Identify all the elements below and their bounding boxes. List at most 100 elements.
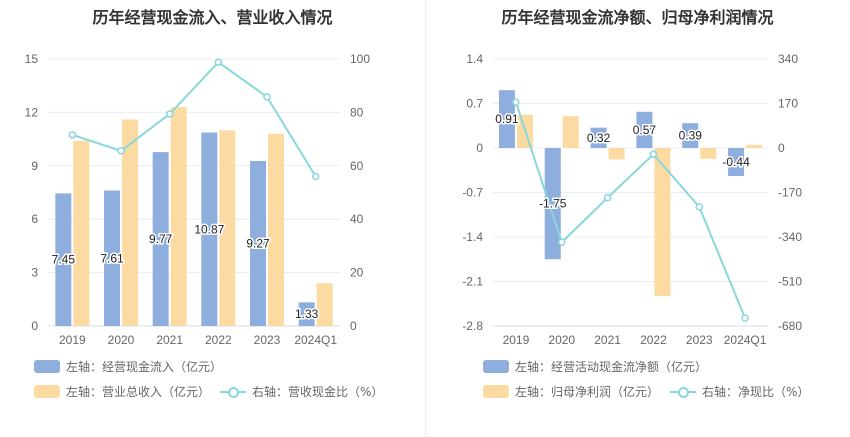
ratio-point — [165, 110, 174, 118]
right-legend-item-ratio[interactable]: 右轴：净现比（%） — [670, 383, 809, 400]
left-legend-item-ratio[interactable]: 右轴：营收现金比（%） — [220, 383, 383, 400]
bar-primary — [298, 302, 315, 326]
bar-primary — [250, 160, 266, 326]
x-tick-label: 2019 — [59, 333, 86, 347]
left-legend-item-revenue[interactable]: 左轴：营业总收入（亿元） — [34, 383, 210, 400]
y-left-tick-label: 12 — [25, 105, 39, 119]
bar-primary — [152, 152, 169, 326]
y-left-tick-label: 6 — [31, 212, 38, 226]
x-tick-label: 2023 — [254, 333, 281, 347]
bar-data-label: 10.87 — [194, 222, 224, 236]
x-tick-label: 2021 — [156, 333, 183, 347]
ratio-point — [68, 131, 77, 139]
bar-data-label: 1.33 — [295, 307, 319, 321]
bar-data-label: 0.91 — [495, 112, 519, 126]
ratio-point — [695, 203, 703, 211]
y-right-tick-label: 80 — [350, 105, 364, 119]
bar-primary — [55, 193, 72, 326]
legend-label: 左轴：归母净利润（亿元） — [515, 385, 660, 399]
right-chart-svg: -2.8 -2.1 -1.4 -0.7 0 0.7 1.4 -680 -510 -340 -170 0… — [462, 52, 802, 347]
left-chart-svg: 0 3 6 9 12 15 0 20 40 60 80 100 2019 2020 2021 2022 2023… — [25, 52, 371, 347]
bar-data-label: 0.32 — [587, 131, 611, 145]
bar-secondary — [700, 148, 717, 159]
x-tick-label: 2020 — [108, 333, 135, 347]
bar-secondary — [316, 283, 333, 326]
y-left-tick-label: 15 — [25, 52, 39, 66]
y-left-tick-label: -1.4 — [462, 230, 483, 244]
y-right-tick-label: -510 — [778, 275, 802, 289]
bar-data-label: 9.77 — [149, 232, 173, 246]
y-left-tick-label: -0.7 — [462, 186, 483, 200]
y-right-tick-label: 170 — [778, 97, 798, 111]
left-chart-panel: 历年经营现金流入、营业收入情况 0 3 6 9 12 15 0 20 40 60 80 100 2019… — [25, 8, 384, 400]
x-tick-label: 2022 — [205, 333, 232, 347]
bar-secondary — [73, 140, 90, 326]
legend-label: 左轴：营业总收入（亿元） — [66, 385, 211, 399]
ratio-point — [117, 147, 125, 155]
bar-secondary — [219, 130, 236, 326]
legend-label: 右轴：营收现金比（%） — [252, 385, 384, 399]
legend-swatch-blue — [483, 360, 509, 373]
y-right-tick-label: 60 — [350, 159, 364, 173]
y-right-tick-label: -680 — [778, 319, 802, 333]
bar-primary — [682, 123, 699, 148]
bar-data-label: 7.61 — [100, 251, 124, 265]
bar-data-label: 9.27 — [246, 236, 270, 250]
bar-primary — [728, 148, 745, 176]
ratio-point — [649, 150, 658, 159]
ratio-point — [741, 314, 749, 322]
ratio-point — [603, 193, 612, 202]
y-left-tick-label: 1.4 — [466, 52, 483, 66]
bar-data-label: 0.57 — [633, 123, 657, 137]
bar-secondary — [122, 119, 138, 327]
x-tick-label: 2019 — [503, 333, 530, 347]
left-chart-title: 历年经营现金流入、营业收入情况 — [92, 8, 333, 27]
bar-data-label: -1.75 — [539, 197, 567, 211]
y-left-tick-label: 3 — [31, 266, 38, 280]
bar-secondary — [654, 148, 671, 297]
y-left-tick-label: 9 — [31, 159, 38, 173]
legend-swatch-orange — [483, 385, 509, 398]
bar-primary — [636, 111, 653, 148]
legend-label: 左轴：经营现金流入（亿元） — [66, 360, 223, 374]
y-right-tick-label: 100 — [350, 52, 370, 66]
ratio-point — [214, 58, 223, 66]
legend-swatch-blue — [34, 360, 60, 373]
ratio-point — [512, 98, 520, 106]
panel-divider — [425, 0, 426, 437]
y-right-tick-label: 0 — [350, 319, 357, 333]
bar-primary — [544, 148, 561, 260]
right-legend-item-profit[interactable]: 左轴：归母净利润（亿元） — [483, 383, 659, 400]
y-left-tick-label: -2.1 — [462, 275, 483, 289]
y-right-tick-label: -170 — [778, 186, 802, 200]
x-tick-label: 2024Q1 — [724, 333, 767, 347]
x-tick-label: 2020 — [548, 333, 575, 347]
legend-swatch-orange — [34, 385, 60, 398]
y-left-tick-label: 0 — [31, 319, 38, 333]
y-left-tick-label: 0.7 — [466, 97, 483, 111]
ratio-point — [311, 172, 320, 181]
bar-data-label: 0.39 — [679, 129, 703, 143]
bar-secondary — [746, 144, 763, 148]
bar-primary — [498, 90, 515, 148]
bar-primary — [590, 127, 607, 148]
legend-line-icon — [220, 385, 246, 398]
y-right-tick-label: 40 — [350, 212, 364, 226]
y-left-tick-label: 0 — [476, 141, 483, 155]
x-tick-label: 2024Q1 — [294, 333, 337, 347]
y-right-tick-label: -340 — [778, 230, 802, 244]
bar-secondary — [608, 148, 625, 160]
y-right-tick-label: 20 — [350, 266, 364, 280]
left-legend-item-inflow[interactable]: 左轴：经营现金流入（亿元） — [34, 358, 222, 375]
legend-line-icon — [670, 385, 696, 398]
bar-secondary — [268, 133, 284, 326]
right-legend-item-netflow[interactable]: 左轴：经营活动现金流净额（亿元） — [483, 358, 707, 375]
right-chart-panel: 历年经营现金流净额、归母净利润情况 -2.8 -2.1 -1.4 -0.7 0 0.7 1.… — [425, 0, 850, 437]
x-tick-label: 2022 — [640, 333, 667, 347]
y-left-tick-label: -2.8 — [462, 319, 483, 333]
ratio-line — [514, 101, 747, 319]
x-tick-label: 2021 — [594, 333, 621, 347]
bar-secondary — [562, 116, 579, 148]
right-chart-title: 历年经营现金流净额、归母净利润情况 — [501, 8, 774, 27]
bar-data-label: 7.45 — [52, 253, 76, 267]
